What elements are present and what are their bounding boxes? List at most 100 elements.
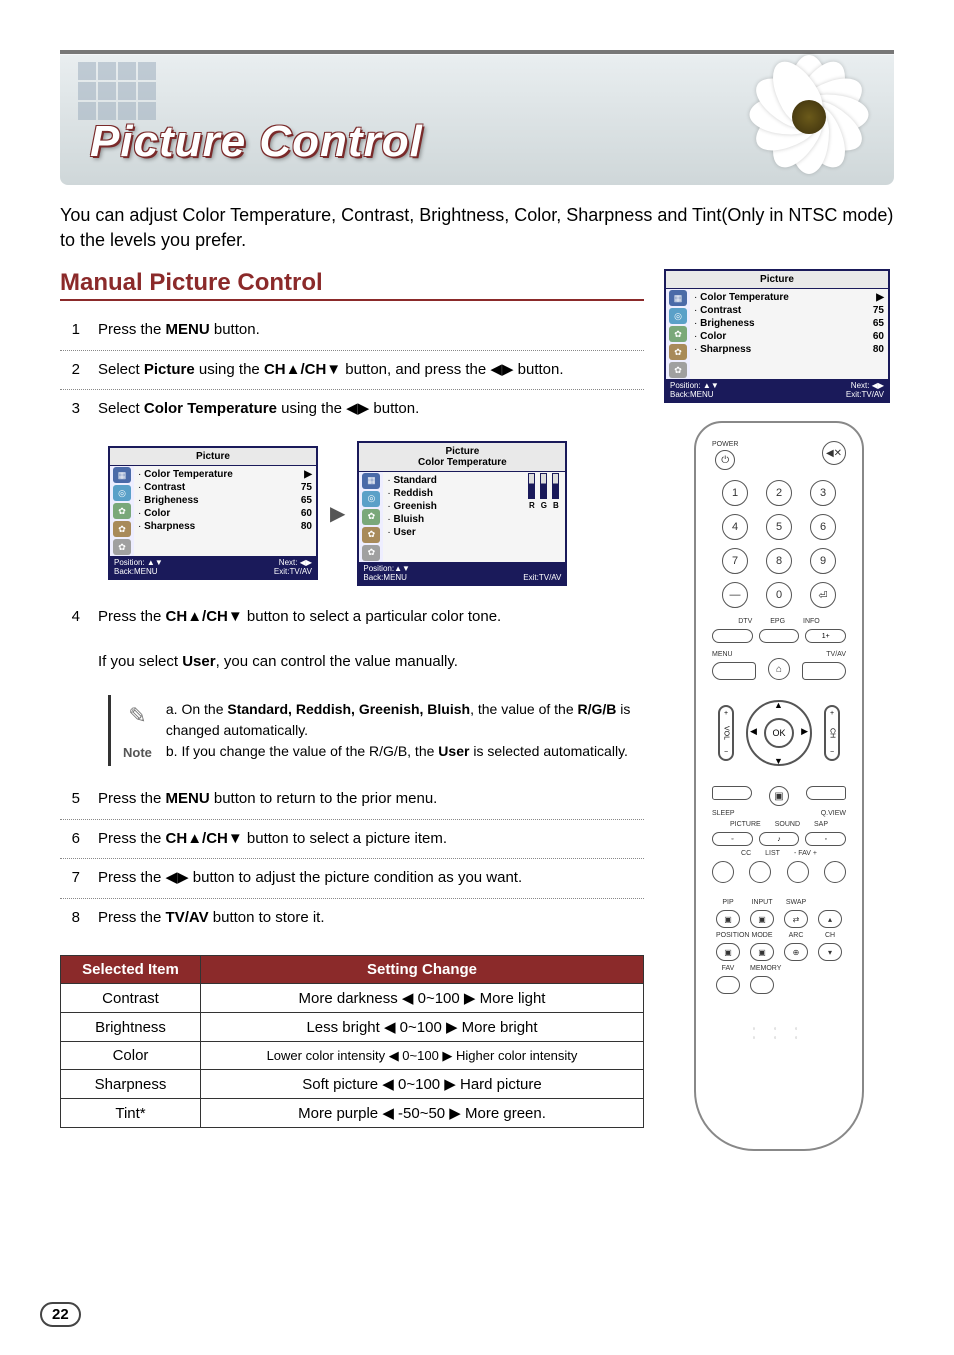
num-1-button[interactable]: 1 (722, 480, 748, 506)
settings-table: Selected Item Setting Change ContrastMor… (60, 955, 644, 1128)
osd-row: Picture ▦ ◎ ✿ ✿ ✿ · Color Temperature▶ ·… (108, 441, 644, 586)
banner-decor-blocks (78, 62, 156, 120)
table-header-row: Selected Item Setting Change (61, 956, 644, 984)
globe-icon: ✿ (113, 503, 131, 519)
vol-rocker[interactable]: +VOL− (718, 705, 734, 761)
step-num: 6 (60, 828, 80, 851)
mode-button[interactable]: ▣ (750, 943, 774, 961)
dpad: +VOL− ▲ ▼ ◀ ▶ OK +CH− (714, 688, 844, 778)
label-row: DTV EPG INFO (712, 618, 846, 625)
enter-button[interactable]: ⏎ (810, 582, 836, 608)
osd-title: PictureColor Temperature (359, 443, 565, 472)
num-0-button[interactable]: 0 (766, 582, 792, 608)
osd-colortemp-menu: PictureColor Temperature ▦ ◎ ✿ ✿ ✿ · Sta… (357, 441, 567, 586)
cc-button[interactable] (712, 861, 734, 883)
step-num: 5 (60, 788, 80, 811)
page-title: Picture Control (90, 117, 423, 167)
sound-icon: ◎ (669, 308, 687, 324)
power-button[interactable]: ⏻ (715, 450, 735, 470)
step-7: 7 Press the ◀▶ button to adjust the pict… (60, 859, 644, 899)
steps-list-3: 5 Press the MENU button to return to the… (60, 780, 644, 937)
section-title: Manual Picture Control (60, 269, 644, 301)
sap-button[interactable]: ◦ (805, 832, 846, 846)
osd-picture-menu: Picture ▦ ◎ ✿ ✿ ✿ · Color Temperature▶ ·… (108, 446, 318, 580)
step-1: 1 Press the MENU button. (60, 311, 644, 351)
banner: Picture Control (60, 40, 894, 185)
num-8-button[interactable]: 8 (766, 548, 792, 574)
tvav-label: TV/AV (826, 651, 846, 658)
fav-minus-button[interactable] (787, 861, 809, 883)
picture-button[interactable]: ◦ (712, 832, 753, 846)
osd-title: Picture (110, 448, 316, 466)
step-text: Press the MENU button to return to the p… (98, 788, 644, 811)
pencil-icon: ✎ (128, 699, 146, 732)
pip-button[interactable]: ▣ (716, 910, 740, 928)
step-text: Select Picture using the CH▲/CH▼ button,… (98, 359, 644, 382)
qview-button[interactable] (806, 786, 846, 800)
num-3-button[interactable]: 3 (810, 480, 836, 506)
step-2: 2 Select Picture using the CH▲/CH▼ butto… (60, 351, 644, 391)
menu-button[interactable] (712, 662, 756, 680)
num-6-button[interactable]: 6 (810, 514, 836, 540)
num-7-button[interactable]: 7 (722, 548, 748, 574)
setup-icon: ✿ (113, 539, 131, 555)
dash-button[interactable]: — (722, 582, 748, 608)
picture-icon: ▦ (113, 467, 131, 483)
timer-icon: ✿ (362, 527, 380, 543)
step-text: Press the CH▲/CH▼ button to select a pic… (98, 828, 644, 851)
timer-icon: ✿ (113, 521, 131, 537)
arc-button[interactable]: ⊕ (784, 943, 808, 961)
sound-icon: ◎ (362, 491, 380, 507)
home-button[interactable]: ⌂ (768, 658, 790, 680)
tvav-button[interactable] (802, 662, 846, 680)
fav-button[interactable] (716, 976, 740, 994)
step-text: Press the TV/AV button to store it. (98, 907, 644, 930)
step-num: 4 (60, 606, 80, 674)
sleep-button[interactable] (712, 786, 752, 800)
step-text: Press the CH▲/CH▼ button to select a par… (98, 606, 644, 674)
info-button[interactable]: 1+ (805, 629, 846, 643)
table-header: Setting Change (201, 956, 644, 984)
ch-down-button[interactable]: ▾ (818, 943, 842, 961)
setup-icon: ✿ (362, 545, 380, 561)
num-5-button[interactable]: 5 (766, 514, 792, 540)
globe-icon: ✿ (362, 509, 380, 525)
osd-list: · Standard · Reddish · Greenish · Bluish… (383, 472, 565, 562)
position-button[interactable]: ▣ (716, 943, 740, 961)
intro-text: You can adjust Color Temperature, Contra… (60, 203, 894, 253)
epg-button[interactable] (759, 629, 800, 643)
step-5: 5 Press the MENU button to return to the… (60, 780, 644, 820)
display-button[interactable]: ▣ (769, 786, 789, 806)
osd-footer: Position:▲▼Back:MENU Exit:TV/AV (359, 562, 565, 584)
num-9-button[interactable]: 9 (810, 548, 836, 574)
flower-graphic (744, 50, 874, 180)
table-row: ContrastMore darkness ◀ 0~100 ▶ More lig… (61, 984, 644, 1013)
step-num: 1 (60, 319, 80, 342)
dtv-button[interactable] (712, 629, 753, 643)
right-column: Picture ▦ ◎ ✿ ✿ ✿ · Color Temperature▶ ·… (664, 269, 894, 1151)
osd-footer: Position: ▲▼Back:MENU Next: ◀▶Exit:TV/AV (110, 556, 316, 578)
ch-up-button[interactable]: ▴ (818, 910, 842, 928)
memory-button[interactable] (750, 976, 774, 994)
note-box: ✎ Note a. On the Standard, Reddish, Gree… (108, 695, 644, 766)
rgb-bars: R G B (528, 478, 559, 510)
swap-button[interactable]: ⇄ (784, 910, 808, 928)
num-2-button[interactable]: 2 (766, 480, 792, 506)
step-8: 8 Press the TV/AV button to store it. (60, 899, 644, 938)
fav-plus-button[interactable] (824, 861, 846, 883)
sound-button[interactable]: ♪ (759, 832, 800, 846)
table-row: SharpnessSoft picture ◀ 0~100 ▶ Hard pic… (61, 1070, 644, 1099)
number-pad: 1 2 3 4 5 6 7 8 9 — 0 ⏎ (712, 480, 846, 608)
step-text: Press the ◀▶ button to adjust the pictur… (98, 867, 644, 890)
arrow-icon: ▶ (330, 501, 345, 526)
num-4-button[interactable]: 4 (722, 514, 748, 540)
mute-button[interactable]: ◀✕ (822, 441, 846, 465)
step-3: 3 Select Color Temperature using the ◀▶ … (60, 390, 644, 429)
table-row: ColorLower color intensity ◀ 0~100 ▶ Hig… (61, 1042, 644, 1070)
list-button[interactable] (749, 861, 771, 883)
input-button[interactable]: ▣ (750, 910, 774, 928)
step-num: 8 (60, 907, 80, 930)
ch-rocker[interactable]: +CH− (824, 705, 840, 761)
osd-side-icons: ▦ ◎ ✿ ✿ ✿ (110, 466, 134, 556)
label-row: PICTURE SOUND SAP (712, 821, 846, 828)
